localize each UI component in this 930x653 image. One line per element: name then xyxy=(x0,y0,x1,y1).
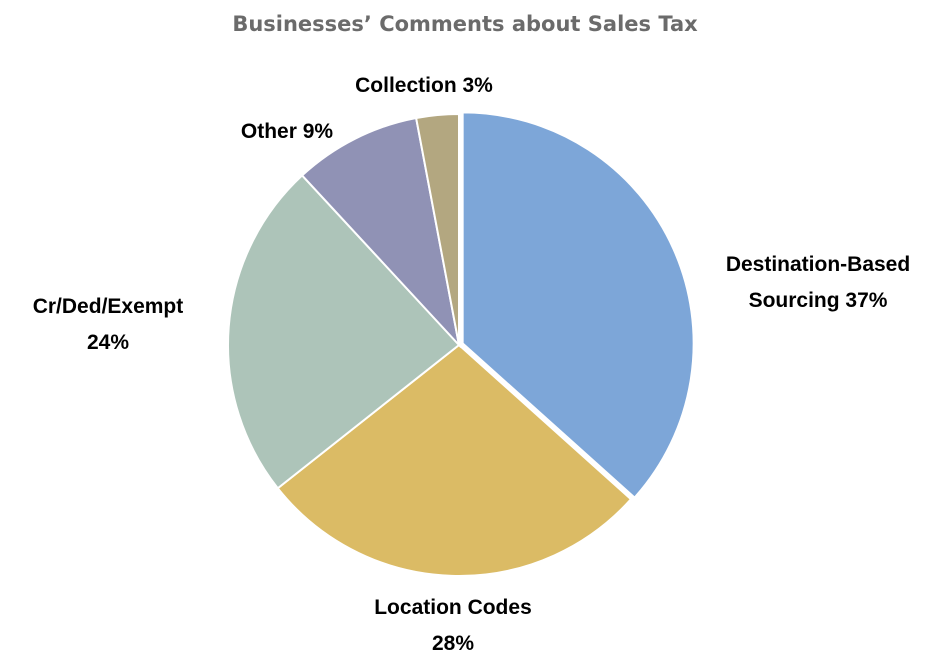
slice-label-location-codes: Location Codes 28% xyxy=(374,596,532,653)
slice-label-line: Collection 3% xyxy=(355,74,493,97)
slice-label-line: 28% xyxy=(432,632,474,653)
slice-label-other: Other 9% xyxy=(241,120,334,143)
slice-label-destination-based-sourcing: Destination-Based Sourcing 37% xyxy=(726,253,910,312)
slice-label-line: Cr/Ded/Exempt xyxy=(33,295,184,318)
slice-label-line: 24% xyxy=(87,331,129,354)
slice-label-line: Other 9% xyxy=(241,120,334,143)
slice-label-line: Location Codes xyxy=(374,596,532,619)
slice-label-line: Sourcing 37% xyxy=(749,289,888,312)
slice-label-cr-ded-exempt: Cr/Ded/Exempt 24% xyxy=(33,295,184,354)
slice-label-line: Destination-Based xyxy=(726,253,910,276)
slice-label-collection: Collection 3% xyxy=(355,74,493,97)
